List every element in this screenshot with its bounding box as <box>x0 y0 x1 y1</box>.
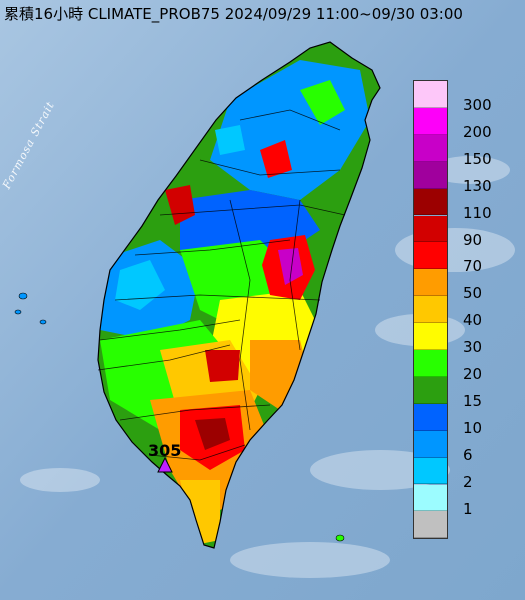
legend-swatch <box>414 269 447 297</box>
legend-swatch <box>414 350 447 377</box>
legend-swatch <box>414 403 447 431</box>
legend-swatch <box>414 296 447 324</box>
legend-swatch <box>414 430 447 458</box>
map-title: 累積16小時 CLIMATE_PROB75 2024/09/29 11:00~0… <box>4 5 463 23</box>
legend-swatch <box>414 215 447 243</box>
legend-swatch <box>414 134 447 162</box>
legend-label: 40 <box>463 311 483 330</box>
legend-label: 70 <box>463 257 483 276</box>
legend-swatch <box>414 107 447 135</box>
max-value-label: 305 <box>148 441 182 460</box>
legend-swatch <box>414 81 447 108</box>
legend-label: 10 <box>463 418 483 437</box>
legend-label: 50 <box>463 284 483 303</box>
legend-label: 6 <box>463 445 473 464</box>
legend-label: 2 <box>463 472 473 491</box>
legend-label: 20 <box>463 365 483 383</box>
legend-label: 110 <box>463 203 492 222</box>
triangle-marker-icon <box>157 456 173 473</box>
penghu-island <box>14 309 22 315</box>
legend-swatch <box>414 323 447 350</box>
legend-swatch <box>414 242 447 270</box>
legend-label: 15 <box>463 391 483 410</box>
legend-swatch <box>414 376 447 404</box>
rainfall-legend: 300 200 150 130 110 90 70 50 40 30 20 15 10 6 2 1 <box>413 80 521 570</box>
coastline <box>97 41 381 549</box>
legend-label: 150 <box>463 149 492 168</box>
penghu-island <box>39 319 47 325</box>
legend-color-bar <box>413 80 448 540</box>
legend-label: 130 <box>463 176 492 195</box>
legend-label: 90 <box>463 230 483 249</box>
legend-label: 300 <box>463 96 492 114</box>
legend-label: 1 <box>463 499 473 518</box>
legend-label: 200 <box>463 122 492 141</box>
legend-label: 30 <box>463 338 483 357</box>
legend-swatch <box>414 161 447 189</box>
county-boundaries <box>97 109 346 461</box>
green-island <box>335 534 345 542</box>
penghu-island <box>18 292 28 300</box>
legend-swatch <box>414 511 447 539</box>
legend-swatch <box>414 188 447 216</box>
legend-swatch <box>414 484 447 512</box>
legend-swatch <box>414 457 447 485</box>
